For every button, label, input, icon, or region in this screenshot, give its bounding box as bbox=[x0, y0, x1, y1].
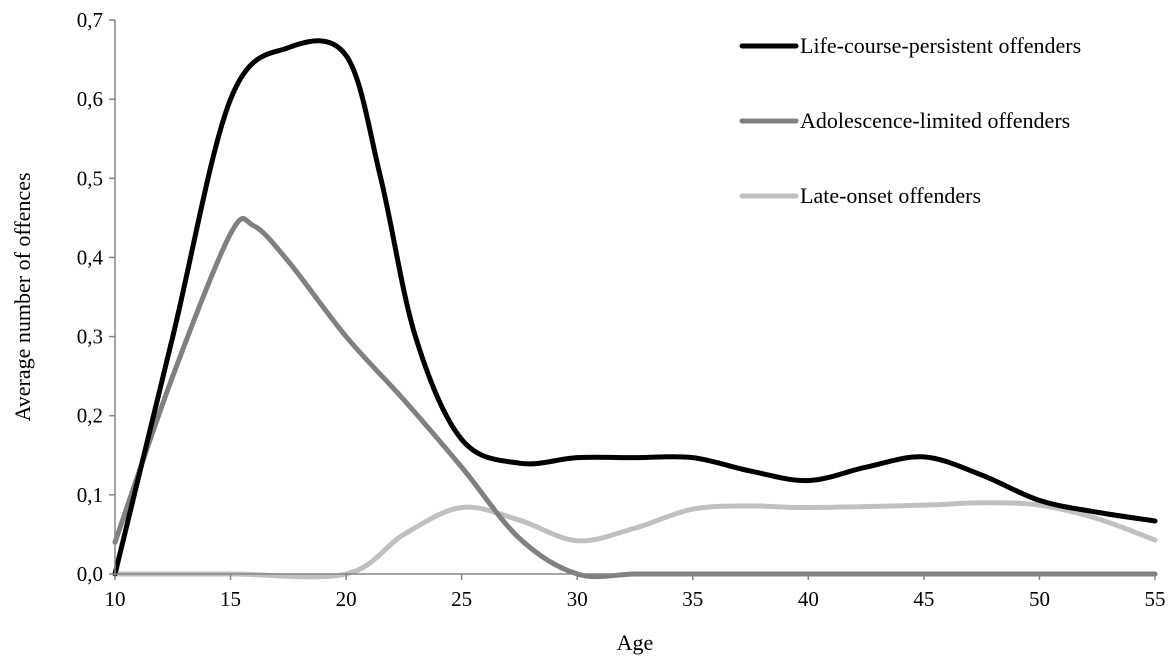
x-tick-label: 40 bbox=[798, 587, 819, 611]
x-axis-title: Age bbox=[617, 630, 654, 655]
y-tick-label: 0,1 bbox=[77, 483, 103, 507]
series-line-1 bbox=[112, 216, 1158, 580]
y-tick-label: 0,5 bbox=[77, 166, 103, 190]
series-line-0 bbox=[112, 38, 1158, 577]
x-tick-label: 35 bbox=[682, 587, 703, 611]
legend-label: Life-course-persistent offenders bbox=[800, 33, 1081, 58]
y-axis-title: Average number of offences bbox=[10, 172, 35, 421]
series-line-2 bbox=[112, 500, 1158, 580]
legend-label: Adolescence-limited offenders bbox=[800, 108, 1070, 133]
y-tick-label: 0,3 bbox=[77, 325, 103, 349]
legend: Life-course-persistent offenders Adolesce… bbox=[739, 33, 1081, 208]
y-axis-ticks: 0,0 0,1 0,2 0,3 0,4 0,5 0,6 0,7 bbox=[77, 8, 115, 586]
x-tick-label: 20 bbox=[336, 587, 357, 611]
x-tick-label: 45 bbox=[913, 587, 934, 611]
x-tick-label: 50 bbox=[1029, 587, 1050, 611]
y-tick-label: 0,0 bbox=[77, 562, 103, 586]
y-tick-label: 0,6 bbox=[77, 87, 103, 111]
y-tick-label: 0,7 bbox=[77, 8, 103, 32]
y-tick-label: 0,2 bbox=[77, 404, 103, 428]
x-tick-label: 25 bbox=[451, 587, 472, 611]
x-tick-label: 30 bbox=[567, 587, 588, 611]
x-tick-label: 10 bbox=[105, 587, 126, 611]
axes-layer: 10 15 20 25 30 35 40 45 50 55 0,00,10,20,30,40,50… bbox=[77, 8, 1166, 611]
x-tick-label: 55 bbox=[1145, 587, 1166, 611]
legend-label: Late-onset offenders bbox=[800, 183, 981, 208]
x-axis-ticks: 10 15 20 25 30 35 40 45 50 55 bbox=[105, 574, 1166, 611]
y-tick-label: 0,4 bbox=[77, 245, 104, 269]
x-tick-label: 15 bbox=[220, 587, 241, 611]
